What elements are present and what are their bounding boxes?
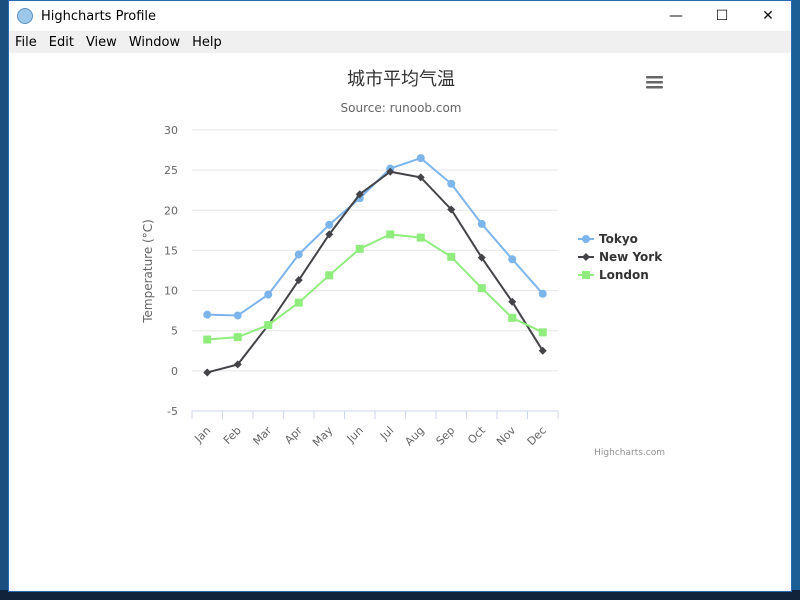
- data-point-london[interactable]: [538, 328, 547, 337]
- series-line-tokyo: [207, 156, 544, 317]
- data-point-tokyo[interactable]: [203, 310, 212, 319]
- title-bar[interactable]: Highcharts Profile — ☐ ✕: [9, 1, 791, 31]
- x-tick-label: Sep: [434, 424, 458, 448]
- data-point-new-york[interactable]: [416, 173, 425, 182]
- x-tick-label: Feb: [221, 424, 244, 447]
- data-point-new-york[interactable]: [294, 276, 303, 285]
- menu-view[interactable]: View: [85, 34, 117, 50]
- y-tick-label: 30: [164, 124, 178, 137]
- y-tick-label: 15: [164, 244, 178, 257]
- line-chart: 城市平均气温 Source: runoob.com -5 0 5 10 15 20 25 30…: [141, 69, 665, 458]
- y-tick-label: 20: [164, 204, 178, 217]
- data-point-tokyo[interactable]: [538, 289, 547, 298]
- x-tick-label: Apr: [282, 424, 305, 447]
- data-point-london[interactable]: [294, 298, 303, 307]
- data-point-london[interactable]: [264, 321, 273, 330]
- x-tick-label: Nov: [494, 424, 519, 449]
- desktop-background-left: [0, 0, 8, 600]
- data-point-new-york[interactable]: [477, 253, 486, 262]
- data-point-tokyo[interactable]: [508, 255, 517, 264]
- desktop-background-right: [792, 0, 800, 600]
- minimize-button[interactable]: —: [669, 8, 683, 24]
- data-point-tokyo[interactable]: [233, 311, 242, 320]
- data-point-tokyo[interactable]: [477, 219, 486, 228]
- data-point-london[interactable]: [447, 252, 456, 261]
- legend-marker: [582, 253, 590, 261]
- x-tick-label: Jul: [377, 424, 396, 443]
- x-tick-label: Mar: [250, 424, 274, 448]
- data-point-london[interactable]: [233, 333, 242, 342]
- legend-label: New York: [599, 250, 663, 264]
- menu-bar: File Edit View Window Help: [9, 31, 791, 53]
- legend-label: London: [599, 268, 649, 282]
- maximize-button[interactable]: ☐: [715, 8, 729, 24]
- chart-title: 城市平均气温: [347, 69, 455, 90]
- y-tick-label: -5: [167, 405, 178, 418]
- hamburger-menu-icon[interactable]: [646, 76, 663, 89]
- data-point-new-york[interactable]: [386, 167, 395, 176]
- chart-subtitle: Source: runoob.com: [341, 101, 462, 115]
- x-tick-label: Jan: [191, 424, 213, 446]
- series-line-new-york: [206, 170, 544, 374]
- data-point-new-york[interactable]: [325, 230, 334, 239]
- data-point-new-york[interactable]: [233, 360, 242, 369]
- x-tick-label: Dec: [525, 424, 549, 448]
- y-axis-title: Temperature (°C): [141, 219, 155, 324]
- legend-item-tokyo[interactable]: Tokyo: [578, 232, 638, 246]
- data-point-tokyo[interactable]: [325, 220, 334, 229]
- data-point-new-york[interactable]: [538, 346, 547, 355]
- data-point-tokyo[interactable]: [447, 179, 456, 188]
- data-point-tokyo[interactable]: [416, 154, 425, 163]
- legend-item-london[interactable]: London: [578, 268, 649, 282]
- data-point-new-york[interactable]: [203, 368, 212, 377]
- app-icon: [17, 8, 33, 24]
- data-point-london[interactable]: [477, 284, 486, 293]
- legend-marker: [582, 235, 590, 243]
- data-point-new-york[interactable]: [447, 205, 456, 214]
- chart-container: 城市平均气温 Source: runoob.com -5 0 5 10 15 20 25 30…: [9, 53, 791, 591]
- close-button[interactable]: ✕: [762, 8, 774, 24]
- legend-marker: [582, 271, 590, 279]
- data-point-new-york[interactable]: [508, 297, 517, 306]
- menu-window[interactable]: Window: [128, 34, 181, 50]
- y-tick-label: 25: [164, 164, 178, 177]
- data-point-tokyo[interactable]: [294, 250, 303, 259]
- data-point-london[interactable]: [416, 233, 425, 242]
- data-point-london[interactable]: [355, 244, 364, 253]
- menu-edit[interactable]: Edit: [48, 34, 74, 50]
- x-tick-label: Jun: [344, 424, 366, 446]
- legend-label: Tokyo: [599, 232, 638, 246]
- legend-item-new-york[interactable]: New York: [578, 250, 663, 264]
- data-point-london[interactable]: [203, 335, 212, 344]
- x-tick-label: Aug: [402, 424, 426, 448]
- window-title: Highcharts Profile: [41, 8, 157, 24]
- y-tick-label: 10: [164, 285, 178, 298]
- credits-link[interactable]: Highcharts.com: [594, 448, 665, 458]
- data-point-london[interactable]: [386, 230, 395, 239]
- y-tick-label: 5: [171, 325, 178, 338]
- app-window: Highcharts Profile — ☐ ✕ File Edit View …: [8, 0, 792, 592]
- data-point-tokyo[interactable]: [264, 290, 273, 299]
- x-tick-label: Oct: [465, 423, 488, 446]
- data-point-new-york[interactable]: [355, 190, 364, 199]
- taskbar-strip: [0, 590, 800, 600]
- series-line-london: [207, 233, 544, 341]
- data-point-london[interactable]: [325, 271, 334, 280]
- y-tick-label: 0: [171, 365, 178, 378]
- data-point-london[interactable]: [508, 313, 517, 322]
- x-tick-label: May: [310, 424, 336, 450]
- menu-file[interactable]: File: [15, 34, 37, 50]
- menu-help[interactable]: Help: [192, 34, 222, 50]
